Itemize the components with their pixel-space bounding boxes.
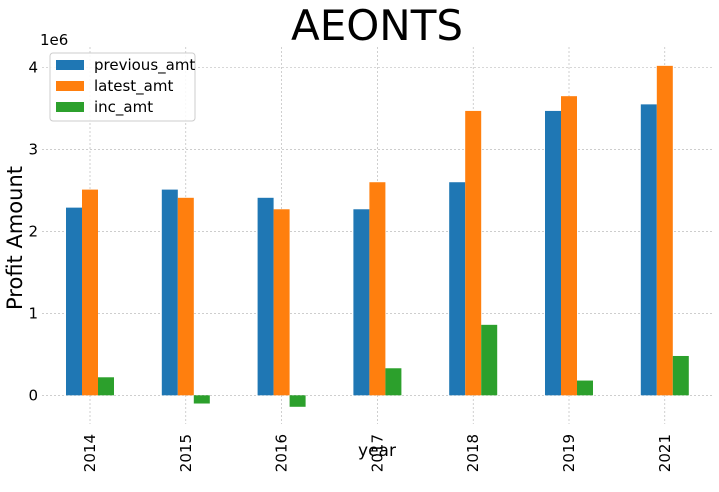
bar-inc_amt (672, 355, 689, 396)
bar-latest_amt (369, 182, 386, 396)
x-tick-label: 2021 (656, 434, 674, 472)
legend-swatch (56, 81, 84, 91)
bar-latest_amt (465, 110, 482, 396)
y-ticks: 0 1 2 3 4 (28, 58, 38, 404)
legend-swatch (56, 102, 84, 112)
bar-previous_amt (66, 207, 82, 396)
bar-inc_amt (385, 368, 402, 396)
legend: previous_amt latest_amt inc_amt (49, 52, 196, 122)
bar-inc_amt (98, 377, 114, 396)
bar-latest_amt (656, 65, 673, 396)
x-tick-label: 2017 (368, 434, 386, 472)
y-tick-label: 0 (28, 386, 38, 404)
legend-box (49, 52, 196, 122)
y-tick-label: 2 (28, 222, 38, 240)
bar-latest_amt (273, 209, 290, 396)
bar-inc_amt (577, 380, 593, 396)
x-tick-label: 2015 (177, 434, 195, 472)
legend-label: previous_amt (94, 56, 195, 75)
bar-latest_amt (177, 197, 194, 396)
y-scale-label: 1e6 (40, 31, 68, 49)
bar-latest_amt (82, 189, 98, 396)
x-tick-label: 2016 (273, 434, 291, 472)
x-tick-label: 2014 (81, 434, 99, 472)
chart-title: AEONTS (291, 1, 463, 50)
y-axis-label: Profit Amount (3, 166, 27, 310)
legend-label: latest_amt (94, 77, 173, 96)
bar-inc_amt (289, 395, 306, 407)
legend-label: inc_amt (94, 98, 153, 117)
bar-previous_amt (640, 104, 657, 396)
bar-previous_amt (545, 110, 561, 396)
x-axis-label: year (358, 441, 396, 461)
legend-swatch (56, 60, 84, 70)
x-ticks: 2014 2015 2016 2017 2018 2019 2021 (81, 434, 674, 472)
y-tick-label: 1 (28, 304, 38, 322)
x-tick-label: 2018 (464, 434, 482, 472)
bar-previous_amt (161, 189, 178, 396)
bar-inc_amt (193, 395, 210, 404)
bars (66, 65, 689, 407)
bar-latest_amt (561, 96, 577, 396)
x-tick-label: 2019 (560, 434, 578, 472)
y-tick-label: 3 (28, 140, 38, 158)
bar-previous_amt (353, 209, 370, 396)
bar-previous_amt (257, 197, 274, 396)
y-tick-label: 4 (28, 58, 38, 76)
bar-previous_amt (449, 182, 466, 396)
bar-inc_amt (481, 324, 498, 396)
